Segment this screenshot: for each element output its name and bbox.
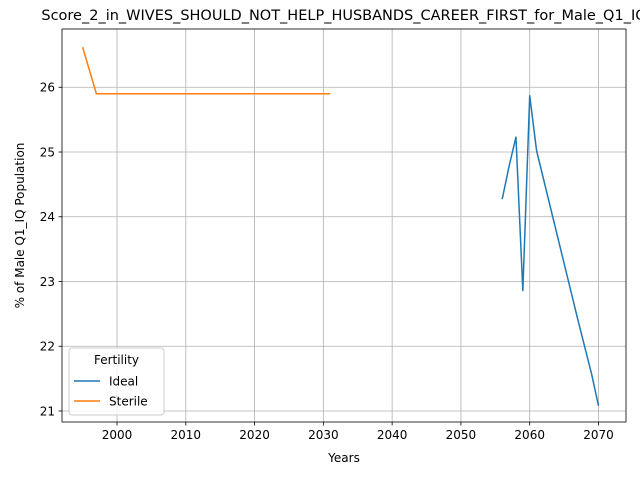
y-axis-label: % of Male Q1_IQ Population [13, 143, 27, 309]
y-tick-label: 22 [40, 340, 55, 354]
series-line-ideal [501, 94, 600, 406]
legend-label-ideal: Ideal [109, 374, 138, 388]
y-tick-label: 21 [40, 404, 55, 418]
legend-title: Fertility [94, 353, 139, 367]
x-tick-label: 2010 [171, 428, 202, 442]
axis-ticks: 2000 2010 2020 2030 2040 2050 2060 2070 21 22 23 24… [40, 81, 614, 442]
x-axis-label: Years [327, 451, 360, 465]
grid [62, 29, 626, 422]
series-lines [81, 46, 600, 406]
x-tick-label: 2030 [308, 428, 339, 442]
chart-title: Score_2_in_WIVES_SHOULD_NOT_HELP_HUSBAND… [41, 8, 640, 24]
legend-box [68, 347, 165, 416]
x-tick-label: 2000 [102, 428, 133, 442]
x-tick-label: 2060 [514, 428, 545, 442]
legend-label-sterile: Sterile [109, 394, 148, 408]
y-tick-label: 23 [40, 275, 55, 289]
x-tick-label: 2020 [239, 428, 270, 442]
legend: Fertility Ideal Sterile [68, 347, 165, 416]
x-tick-label: 2070 [583, 428, 614, 442]
plot-frame [61, 28, 627, 423]
y-tick-label: 25 [40, 145, 55, 159]
y-tick-label: 26 [40, 81, 55, 95]
y-tick-label: 24 [40, 210, 55, 224]
x-tick-label: 2040 [377, 428, 408, 442]
x-tick-label: 2050 [446, 428, 477, 442]
series-line-sterile [81, 46, 331, 95]
